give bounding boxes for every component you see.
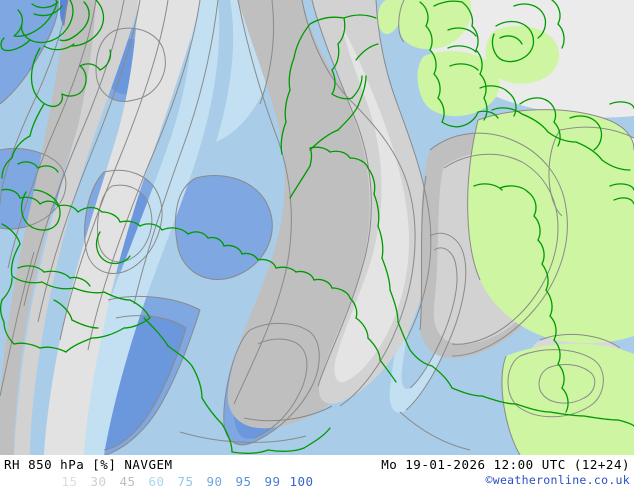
copyright-label: ©weatheronline.co.uk <box>485 473 630 487</box>
rh-band-dry-nw-sliver <box>378 0 404 35</box>
relative-humidity-field <box>0 0 634 455</box>
legend-entry-99: 99 <box>264 473 281 489</box>
rh-band-90-west <box>0 0 59 104</box>
rh-band-dry-denmark <box>399 0 472 50</box>
map-footer: RH 850 hPa [%] NAVGEM Mo 19-01-2026 12:0… <box>0 455 634 490</box>
color-scale-legend[interactable]: 15 30 45 60 75 90 95 99 100 <box>55 473 316 489</box>
legend-entry-100: 100 <box>289 473 314 489</box>
rh-band-30-britain <box>14 0 140 455</box>
legend-entry-45: 45 <box>119 473 136 489</box>
legend-entry-60: 60 <box>148 473 165 489</box>
parameter-label: RH 850 hPa [%] NAVGEM <box>4 457 173 472</box>
legend-entry-15: 15 <box>61 473 78 489</box>
valid-time-label: Mo 19-01-2026 12:00 UTC (12+24) <box>381 457 630 472</box>
rh-band-dry-zealand <box>485 25 559 84</box>
rh-band-60-streak1 <box>72 0 220 455</box>
legend-entry-90: 90 <box>206 473 223 489</box>
legend-entry-30: 30 <box>90 473 107 489</box>
weather-map-canvas[interactable] <box>0 0 634 455</box>
rh-band-30-central <box>312 0 430 404</box>
legend-entry-95: 95 <box>235 473 252 489</box>
rh-band-dry-germany-main <box>467 109 634 344</box>
rh-band-15-central <box>334 26 410 383</box>
rh-band-45-britain <box>0 0 124 455</box>
coastlines-and-borders <box>0 0 634 454</box>
legend-entry-75: 75 <box>177 473 194 489</box>
rh-band-dry-jutland <box>417 51 500 117</box>
